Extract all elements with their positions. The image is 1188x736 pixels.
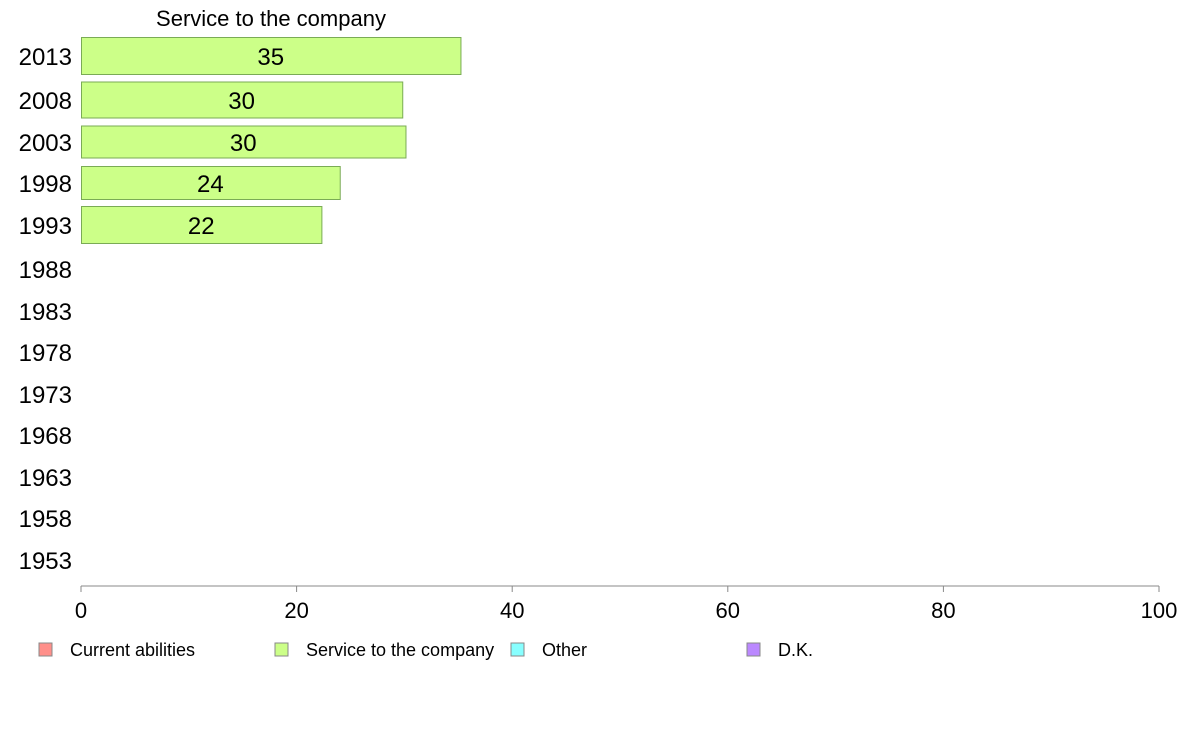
- legend-swatch: [38, 642, 53, 657]
- bar: [81, 206, 323, 244]
- data-label: 24: [197, 171, 224, 198]
- y-tick-label: 1963: [19, 465, 72, 492]
- data-label: 30: [230, 130, 257, 157]
- y-tick-label: 2003: [19, 130, 72, 157]
- legend-item: D.K.: [746, 640, 813, 660]
- bar: [81, 81, 404, 119]
- legend-swatch: [746, 642, 761, 657]
- legend: Current abilities Service to the company O…: [38, 640, 813, 660]
- legend-label: D.K.: [778, 640, 813, 660]
- y-tick-label: 1958: [19, 506, 72, 533]
- legend-item: Current abilities: [38, 640, 195, 660]
- y-tick-label: 2013: [19, 44, 72, 71]
- y-tick-label: 1998: [19, 171, 72, 198]
- x-tick-label: 80: [931, 598, 955, 623]
- legend-label: Current abilities: [70, 640, 195, 660]
- y-tick-label: 1983: [19, 299, 72, 326]
- x-tick-label: 60: [716, 598, 740, 623]
- x-tick-label: 100: [1141, 598, 1178, 623]
- legend-swatch: [274, 642, 289, 657]
- x-tick-label: 0: [75, 598, 87, 623]
- data-label: 35: [257, 44, 284, 71]
- legend-item: Service to the company: [274, 640, 494, 660]
- bar: [81, 125, 407, 159]
- legend-label: Other: [542, 640, 587, 660]
- y-tick-label: 1993: [19, 213, 72, 240]
- legend-item: Other: [510, 640, 587, 660]
- y-tick-label: 1953: [19, 548, 72, 575]
- bar: [81, 37, 462, 75]
- data-label: 22: [188, 213, 215, 240]
- data-label: 30: [228, 88, 255, 115]
- x-axis: 0 20 40 60 80 100: [75, 585, 1178, 623]
- y-tick-labels: 2013 2008 2003 1998 1993 1988 1983 1978 1973 1968…: [19, 44, 72, 575]
- y-tick-label: 2008: [19, 88, 72, 115]
- chart-title: Service to the company: [156, 6, 386, 31]
- x-tick-label: 40: [500, 598, 524, 623]
- legend-swatch: [510, 642, 525, 657]
- x-tick-label: 20: [284, 598, 308, 623]
- y-tick-label: 1968: [19, 423, 72, 450]
- legend-label: Service to the company: [306, 640, 494, 660]
- y-tick-label: 1988: [19, 257, 72, 284]
- y-tick-label: 1978: [19, 340, 72, 367]
- y-tick-label: 1973: [19, 382, 72, 409]
- bar: [81, 166, 341, 200]
